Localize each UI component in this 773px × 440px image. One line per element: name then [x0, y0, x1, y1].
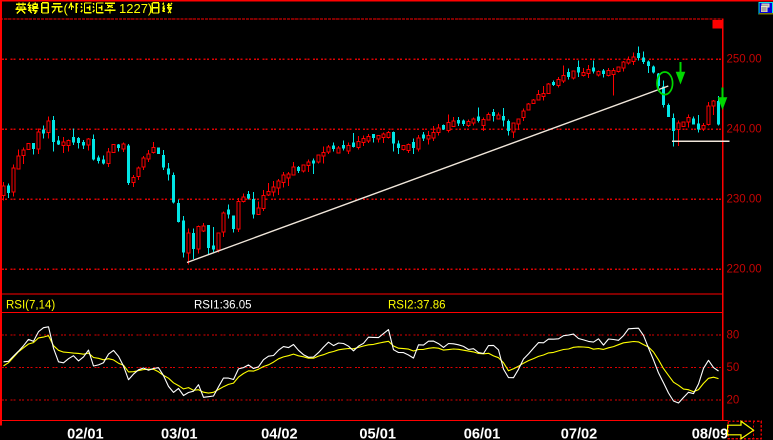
svg-text:08/09: 08/09: [692, 427, 729, 440]
svg-text:02/01: 02/01: [67, 427, 104, 440]
svg-text:RSI(7,14): RSI(7,14): [6, 299, 55, 311]
svg-text:04/02: 04/02: [261, 427, 298, 440]
svg-text:03/01: 03/01: [161, 427, 198, 440]
svg-text:50: 50: [727, 362, 740, 374]
svg-text:230.00: 230.00: [727, 194, 762, 206]
svg-text:20: 20: [727, 395, 740, 407]
svg-text:220.00: 220.00: [727, 264, 762, 276]
svg-text:250.00: 250.00: [727, 54, 762, 66]
svg-text:07/02: 07/02: [561, 427, 598, 440]
svg-text:80: 80: [727, 330, 740, 342]
svg-text:RSI2:37.86: RSI2:37.86: [388, 299, 446, 311]
svg-text:1227): 1227): [119, 1, 152, 16]
svg-text:240.00: 240.00: [727, 124, 762, 136]
svg-text:RSI1:36.05: RSI1:36.05: [194, 299, 252, 311]
svg-text:06/01: 06/01: [464, 427, 501, 440]
svg-text:(: (: [64, 1, 69, 16]
svg-text:05/01: 05/01: [359, 427, 396, 440]
